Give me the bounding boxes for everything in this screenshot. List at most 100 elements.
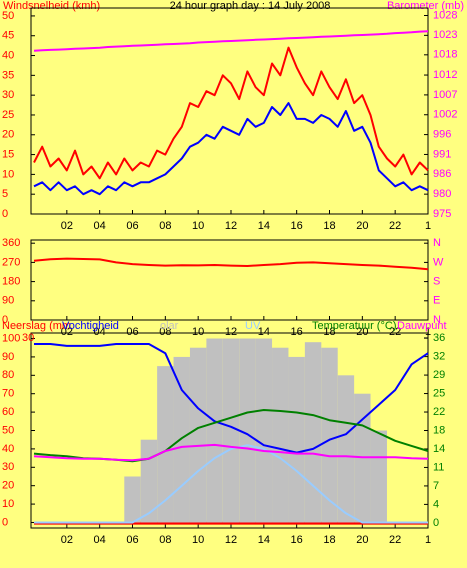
y2-tick-label: N [433, 237, 441, 249]
x-tick-label: 16 [291, 534, 303, 546]
y2-tick-label: 29 [433, 369, 445, 381]
x-tick-label: 04 [94, 220, 106, 232]
x-tick-label: 02 [61, 326, 73, 338]
y-tick-label: 35 [2, 69, 14, 81]
solar-bar [157, 366, 174, 523]
y-tick-label: 70 [2, 388, 14, 400]
y-tick-label: 25 [2, 109, 14, 121]
x-tick-label: 1 [425, 326, 431, 338]
y-tick-label: 5 [2, 188, 8, 200]
x-tick-label: 12 [225, 326, 237, 338]
y-tick-label: 360 [2, 237, 20, 249]
y2-tick-label: 7 [433, 480, 439, 492]
x-tick-label: 22 [389, 220, 401, 232]
x-tick-label: 12 [225, 220, 237, 232]
y-tick-label: 0 [2, 314, 8, 326]
x-tick-label: 12 [225, 534, 237, 546]
x-tick-label: 04 [94, 534, 106, 546]
y2-tick-label: 1028 [433, 9, 457, 21]
x-tick-label: 10 [192, 534, 204, 546]
x-tick-label: 20 [356, 326, 368, 338]
series-line [33, 46, 429, 180]
x-tick-label: 02 [61, 534, 73, 546]
x-tick-label: 18 [323, 534, 335, 546]
plot-frame [30, 7, 429, 215]
x-tick-label: 1 [425, 220, 431, 232]
y2-tick-label: 0 [433, 517, 439, 529]
y2-tick-label: 996 [433, 129, 451, 141]
y-tick-label: 50 [2, 10, 14, 22]
y-tick-label: 90 [2, 295, 14, 307]
y-tick-label: 80 [2, 369, 14, 381]
y-tick-label: 20 [2, 480, 14, 492]
x-tick-label: 10 [192, 326, 204, 338]
solar-bar [272, 347, 289, 523]
x-tick-label: 08 [159, 220, 171, 232]
x-tick-label: 08 [159, 534, 171, 546]
y2-tick-label: 980 [433, 188, 451, 200]
y-tick-label: 50 [2, 424, 14, 436]
y2-tick-label: 1007 [433, 89, 457, 101]
y-tick-label: 0 [2, 516, 8, 528]
series-line [33, 102, 429, 196]
x-tick-label: 06 [126, 326, 138, 338]
x-tick-label: 1 [425, 534, 431, 546]
y2-tick-label: 18 [433, 424, 445, 436]
y2-tick-label: 36 [433, 332, 445, 344]
y2-tick-label: 32 [433, 351, 445, 363]
x-tick-label: 06 [126, 534, 138, 546]
series-line [33, 443, 429, 462]
y-tick-label: 0 [2, 208, 8, 220]
x-tick-label: 16 [291, 220, 303, 232]
series-line [34, 444, 428, 524]
y-tick-label: 45 [2, 30, 14, 42]
solar-bar [239, 338, 256, 523]
plot-frame [30, 239, 429, 321]
solar-bar [189, 347, 207, 523]
y-tick-label: 90 [2, 351, 14, 363]
series-line [33, 257, 429, 271]
solar-bar [370, 430, 387, 523]
solar-bar [321, 347, 338, 523]
x-tick-label: 18 [323, 326, 335, 338]
wind-axis-label: Windsnelheid (kmh) [3, 0, 100, 12]
y2-tick-label: E [433, 295, 440, 307]
legend-label: Dauwpunt [397, 320, 447, 332]
x-tick-label: 04 [94, 326, 106, 338]
x-tick-label: 20 [356, 534, 368, 546]
solar-bar [288, 356, 305, 523]
y-tick-label: 30 [2, 89, 14, 101]
x-tick-label: 20 [356, 220, 368, 232]
y-tick-label: 20 [2, 129, 14, 141]
y2-tick-label: 25 [433, 387, 445, 399]
solar-bar [222, 338, 240, 523]
x-tick-label: 02 [61, 220, 73, 232]
y-tick-label: 15 [2, 148, 14, 160]
y2-tick-label: 986 [433, 168, 451, 180]
solar-bar [337, 375, 355, 523]
solar-bar [140, 439, 158, 523]
x-tick-label: 14 [258, 326, 270, 338]
y-tick-label: 40 [2, 443, 14, 455]
solar-bar [206, 338, 223, 523]
y2-tick-label: 1023 [433, 29, 457, 41]
y2-tick-label: N [433, 314, 441, 326]
x-tick-label: 22 [389, 326, 401, 338]
y2-tick-label: 11 [433, 461, 444, 473]
y2-tick-label: 1018 [433, 49, 457, 61]
y-tick-label: 30 [2, 461, 14, 473]
y2-tick-label: 1002 [433, 109, 457, 121]
y2-tick-label: W [433, 256, 444, 268]
x-tick-label: 08 [159, 326, 171, 338]
barometer-axis-label: Barometer (mb) [387, 0, 464, 12]
y2-tick-label: 1012 [433, 69, 457, 81]
y2-tick-label: 975 [433, 208, 451, 220]
solar-bar [255, 338, 273, 523]
x-tick-label: 10 [192, 220, 204, 232]
x-tick-label: 16 [291, 326, 303, 338]
y2-tick-label: 4 [433, 498, 439, 510]
x-tick-label: 14 [258, 534, 270, 546]
legend-label: Temperatuur (°C) [312, 320, 396, 332]
y2-tick-label: 22 [433, 406, 445, 418]
